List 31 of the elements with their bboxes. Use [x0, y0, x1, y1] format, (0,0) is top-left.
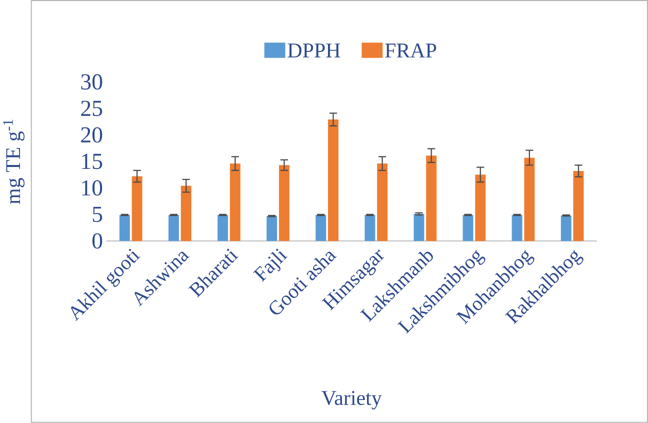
- bar: [475, 174, 486, 242]
- legend-label: DPPH: [288, 44, 340, 58]
- y-tick-label: 30: [81, 74, 102, 90]
- bar: [180, 186, 192, 242]
- bar: [316, 215, 326, 242]
- y-axis-title: mg TE g$^{-1}$: [3, 120, 25, 204]
- bar: [278, 165, 290, 242]
- bar: [364, 215, 376, 242]
- legend-label: FRAP: [385, 44, 436, 58]
- y-tick-label: 0: [92, 233, 102, 249]
- bar: [573, 171, 584, 242]
- y-tick-label: 15: [82, 154, 102, 170]
- bar: [266, 216, 278, 242]
- bar: [512, 215, 522, 242]
- bar: [119, 215, 130, 242]
- bar: [524, 158, 535, 242]
- bar: [218, 215, 228, 242]
- bar: [132, 176, 142, 242]
- y-tick-label: 20: [81, 127, 102, 143]
- bar: [328, 120, 338, 242]
- x-axis-title: Variety: [322, 391, 382, 410]
- y-tick-label: 25: [81, 100, 102, 116]
- bar: [560, 216, 572, 242]
- bar: [462, 215, 474, 242]
- bar: [414, 214, 424, 242]
- bar: [168, 215, 179, 242]
- bar: [377, 164, 388, 242]
- y-tick-label: 10: [82, 180, 102, 196]
- bar: [426, 156, 437, 242]
- y-tick-label: 5: [92, 206, 102, 222]
- bar: [230, 164, 240, 242]
